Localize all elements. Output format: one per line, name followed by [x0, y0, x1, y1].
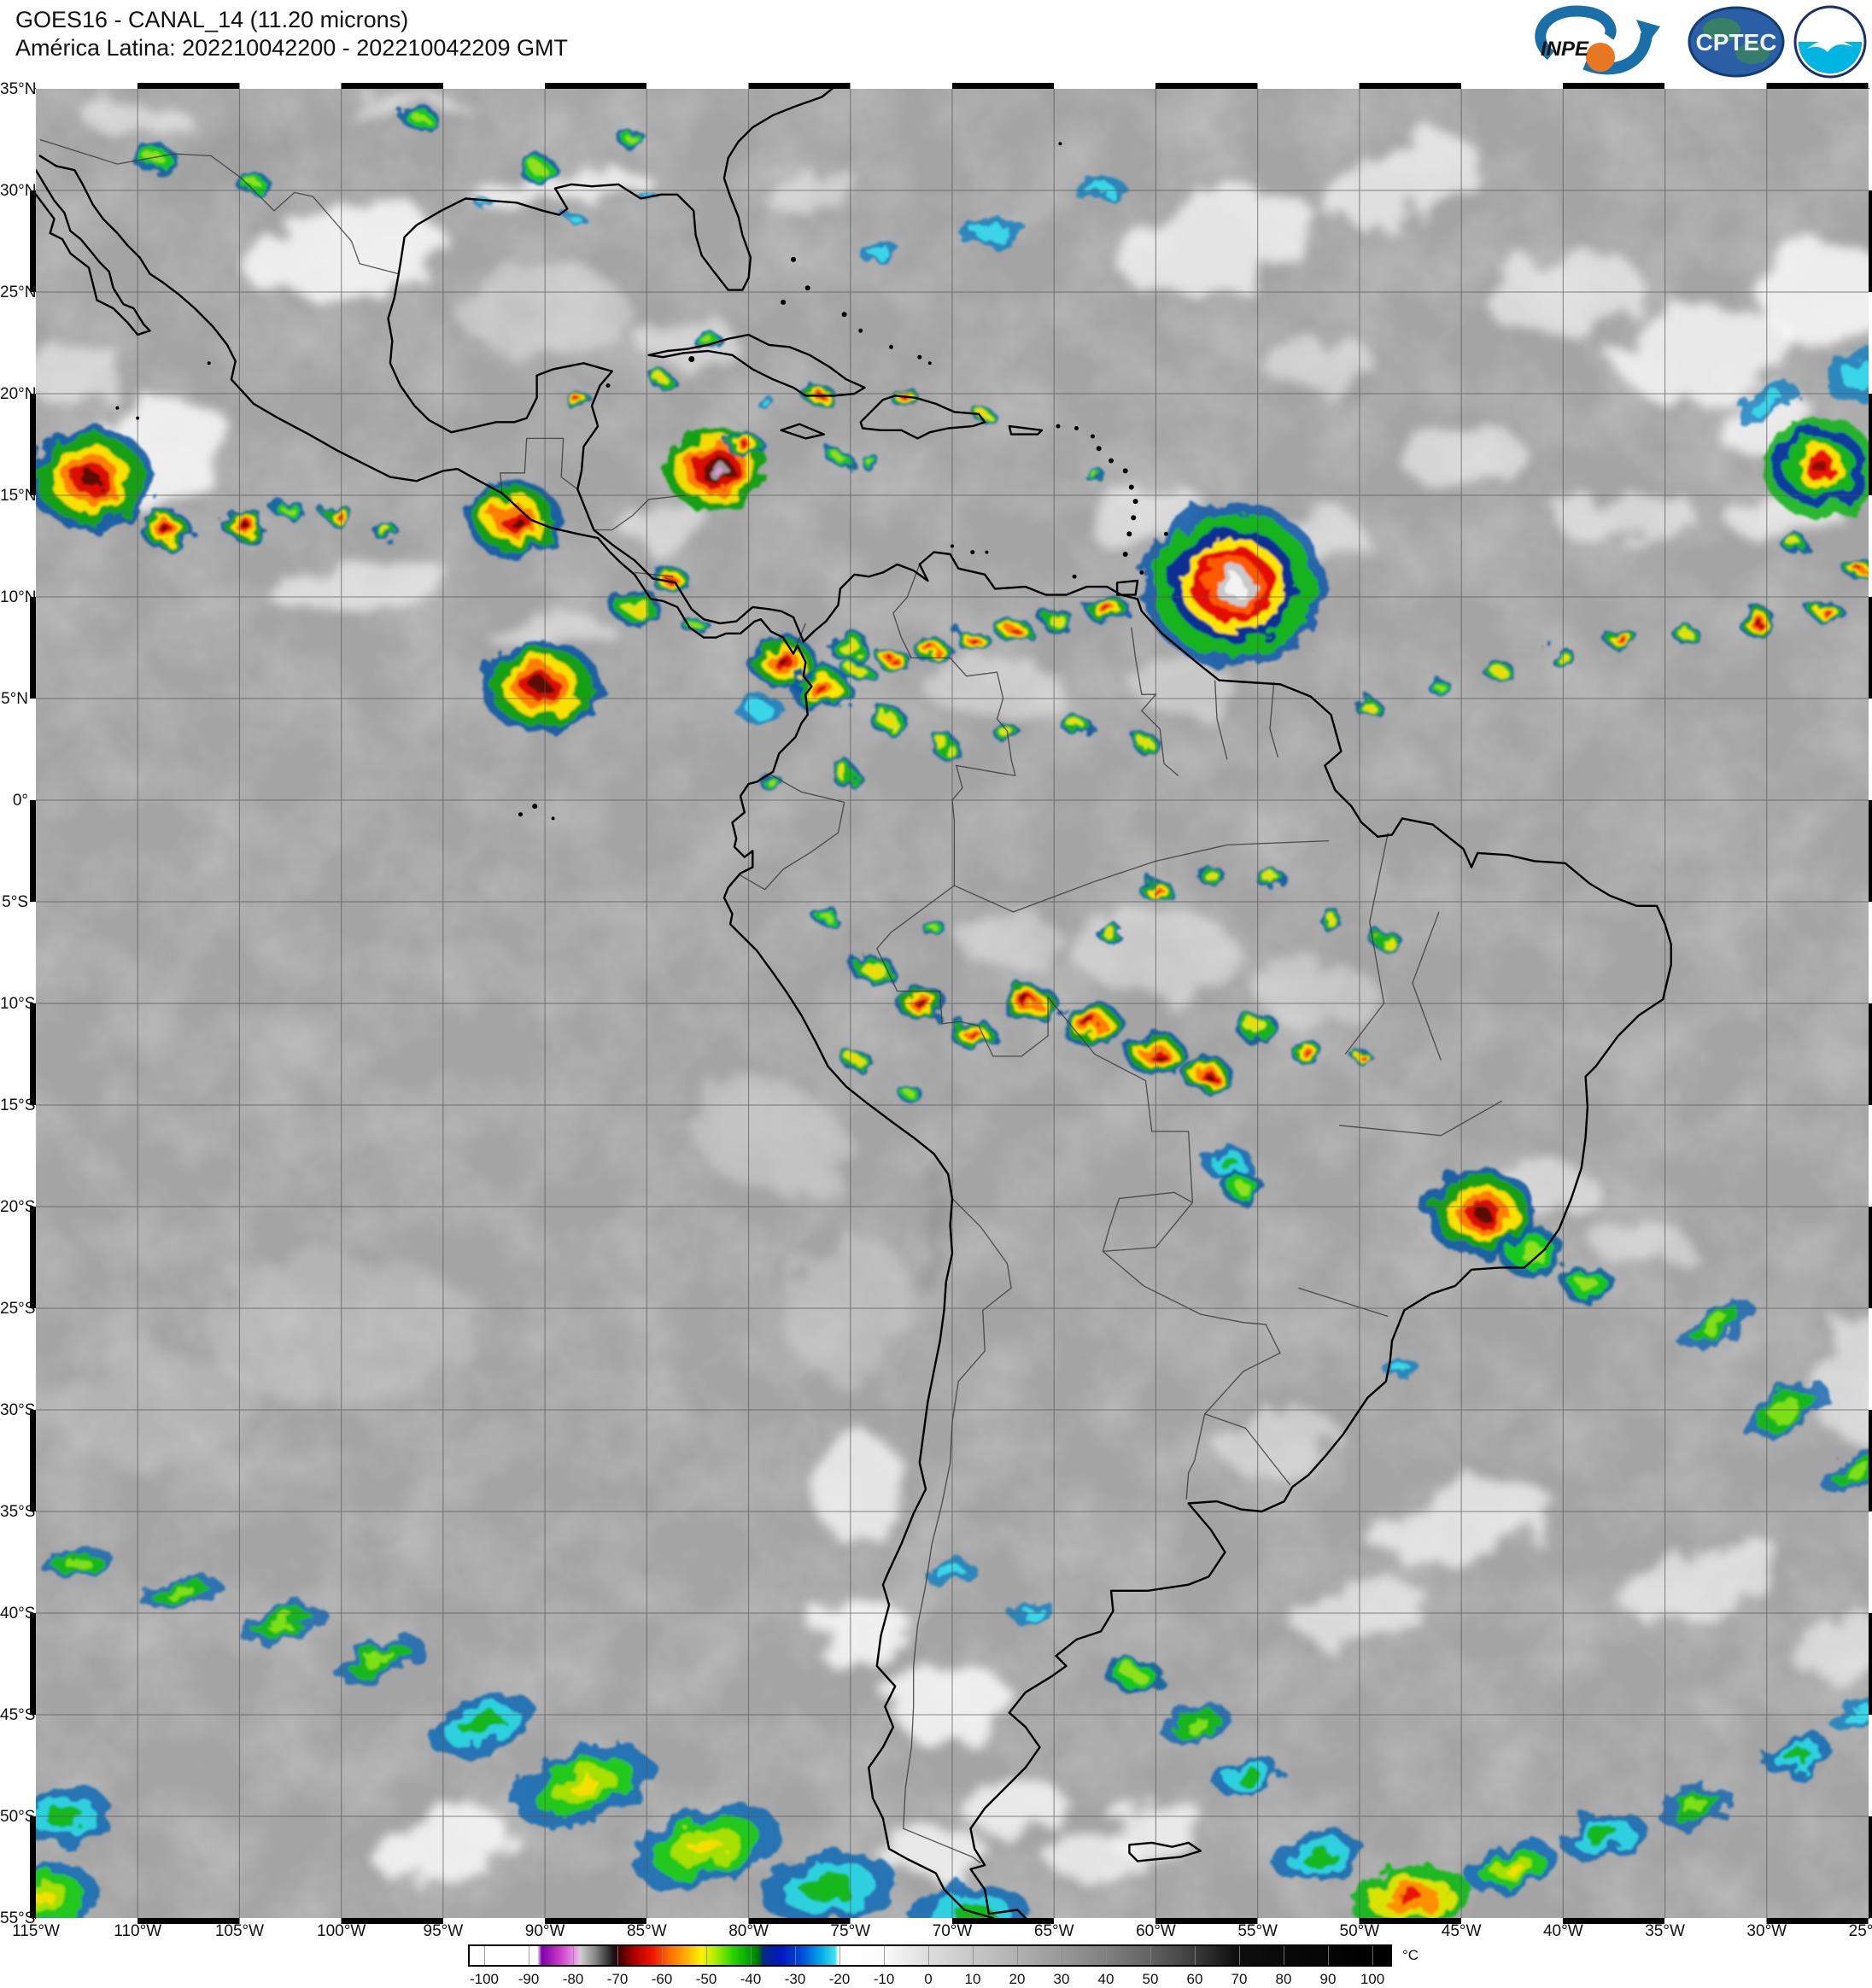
lat-tick-label: 35°N: [0, 80, 37, 98]
colorbar-tick: [706, 1946, 707, 1965]
colorbar-tick-label: -30: [784, 1971, 806, 1987]
colorbar-tick-label: -60: [651, 1971, 673, 1987]
lon-tick-label: 85°W: [626, 1922, 667, 1940]
lon-tick-label: 35°W: [1645, 1922, 1685, 1940]
satellite-imagery: [36, 89, 1869, 1918]
colorbar-tick-label: -90: [518, 1971, 540, 1987]
colorbar-tick: [1239, 1946, 1240, 1965]
lat-tick-label: 35°S: [0, 1503, 36, 1521]
colorbar-tick: [839, 1946, 840, 1965]
lon-tick-label: 45°W: [1441, 1922, 1482, 1940]
lat-tick-label: 30°N: [0, 182, 37, 200]
lat-tick-label: 0°: [12, 792, 28, 810]
lon-tick-label: 30°W: [1746, 1922, 1787, 1940]
noaa-logo-icon: NOAA: [1793, 5, 1867, 79]
svg-text:INPE: INPE: [1541, 38, 1589, 61]
lat-tick-label: 20°S: [0, 1198, 36, 1216]
colorbar-tick: [751, 1946, 752, 1965]
colorbar-tick-label: -100: [469, 1971, 500, 1987]
colorbar-tick: [484, 1946, 485, 1965]
inpe-logo-icon: INPE: [1535, 5, 1660, 75]
page-subtitle: América Latina: 202210042200 - 202210042…: [15, 35, 568, 61]
colorbar-tick-label: 30: [1053, 1971, 1070, 1987]
lon-tick-label: 65°W: [1033, 1922, 1074, 1940]
map-frame-right: [1869, 89, 1872, 1918]
lon-tick-label: 55°W: [1237, 1922, 1278, 1940]
colorbar-tick: [928, 1946, 929, 1965]
lat-tick-label: 10°S: [0, 995, 36, 1013]
colorbar-tick: [662, 1946, 663, 1965]
colorbar-tick-label: -20: [828, 1971, 851, 1987]
colorbar-tick-label: -80: [562, 1971, 584, 1987]
lat-tick-label: 45°S: [0, 1706, 36, 1724]
colorbar-tick-label: 0: [924, 1971, 933, 1987]
cptec-logo-icon: CPTEC: [1688, 6, 1785, 78]
lon-tick-label: 90°W: [524, 1922, 565, 1940]
colorbar-tick-label: 20: [1009, 1971, 1026, 1987]
colorbar-tick: [573, 1946, 574, 1965]
colorbar-tick: [1372, 1946, 1373, 1965]
colorbar-tick-label: 90: [1319, 1971, 1337, 1987]
lon-tick-label: 70°W: [932, 1922, 973, 1940]
lat-tick-label: 10°N: [0, 588, 37, 606]
map-frame-bottom: [36, 1918, 1869, 1924]
colorbar-tick-label: -70: [606, 1971, 629, 1987]
lat-tick-label: 25°N: [0, 284, 37, 301]
colorbar-tick-label: 40: [1097, 1971, 1114, 1987]
svg-text:NOAA: NOAA: [1811, 24, 1849, 38]
lat-tick-label: 55°S: [0, 1909, 36, 1927]
colorbar-tick: [884, 1946, 885, 1965]
colorbar-tick: [1150, 1946, 1151, 1965]
lon-tick-label: 100°W: [317, 1922, 366, 1940]
lon-tick-label: 110°W: [114, 1922, 162, 1940]
colorbar-tick-label: -50: [695, 1971, 717, 1987]
page-title: GOES16 - CANAL_14 (11.20 microns): [15, 7, 409, 32]
lat-tick-label: 15°S: [0, 1096, 36, 1114]
logo-bar: INPE CPTEC NOAA: [1534, 3, 1867, 80]
lon-tick-label: 60°W: [1136, 1922, 1176, 1940]
colorbar-tick: [1017, 1946, 1018, 1965]
lat-tick-label: 15°N: [0, 487, 37, 505]
colorbar-tick: [1328, 1946, 1329, 1965]
lat-tick-label: 5°N: [1, 690, 28, 708]
colorbar-tick-label: -40: [740, 1971, 762, 1987]
temperature-colorbar: [468, 1944, 1392, 1967]
lon-tick-label: 40°W: [1542, 1922, 1583, 1940]
lon-tick-label: 75°W: [830, 1922, 871, 1940]
colorbar-tick: [1106, 1946, 1107, 1965]
svg-text:CPTEC: CPTEC: [1696, 29, 1777, 56]
colorbar-tick-label: 100: [1360, 1971, 1385, 1987]
lat-tick-label: 20°N: [0, 385, 37, 403]
colorbar-tick: [617, 1946, 618, 1965]
lon-tick-label: 25°W: [1848, 1922, 1872, 1940]
colorbar-unit: °C: [1402, 1947, 1419, 1963]
lat-tick-label: 25°S: [0, 1300, 36, 1318]
map-frame-top: [36, 83, 1869, 89]
colorbar-tick-label: 50: [1142, 1971, 1159, 1987]
colorbar-tick-label: 60: [1186, 1971, 1203, 1987]
colorbar-tick: [973, 1946, 974, 1965]
satellite-map: [35, 88, 1869, 1919]
lon-tick-label: 105°W: [214, 1922, 265, 1940]
colorbar-tick-label: 80: [1275, 1971, 1292, 1987]
lat-tick-label: 50°S: [0, 1808, 36, 1826]
colorbar-tick-label: -10: [873, 1971, 895, 1987]
lon-tick-label: 50°W: [1339, 1922, 1380, 1940]
lon-tick-label: 95°W: [423, 1922, 464, 1940]
lat-tick-label: 30°S: [0, 1401, 36, 1419]
lat-tick-label: 5°S: [2, 893, 28, 911]
colorbar-tick-label: 10: [964, 1971, 981, 1987]
lon-tick-label: 115°W: [12, 1922, 60, 1940]
colorbar-tick: [1195, 1946, 1196, 1965]
colorbar-tick-label: 70: [1231, 1971, 1248, 1987]
colorbar-tick: [795, 1946, 796, 1965]
map-frame-left: [30, 89, 36, 1918]
lon-tick-label: 80°W: [728, 1922, 769, 1940]
lat-tick-label: 40°S: [0, 1605, 36, 1623]
